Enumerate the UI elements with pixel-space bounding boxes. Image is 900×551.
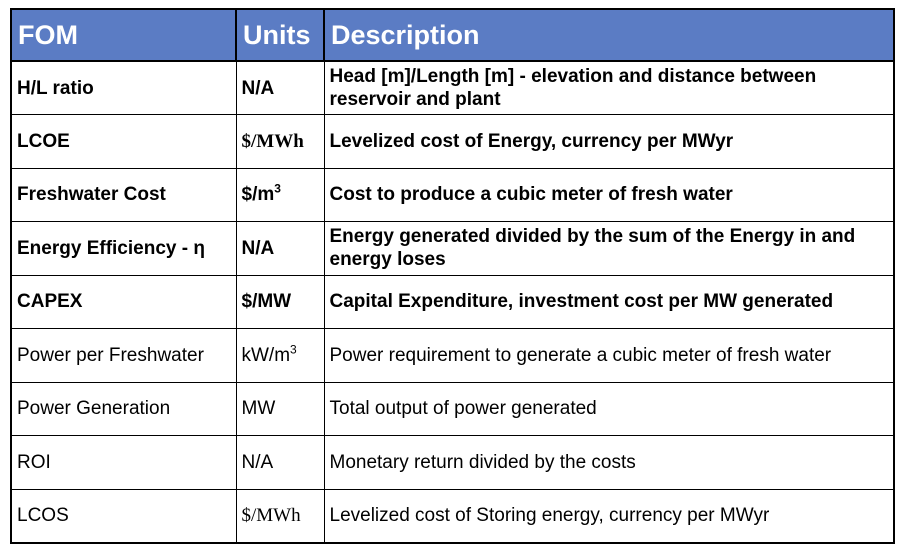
- units-text: kW/m: [241, 344, 291, 366]
- description-cell: Levelized cost of Energy, currency per M…: [323, 114, 895, 169]
- units-text: N/A: [241, 77, 275, 99]
- table-row: LCOE $/MWh Levelized cost of Energy, curre…: [10, 114, 895, 169]
- units-cell: N/A: [235, 221, 325, 276]
- units-text: $/MWh: [241, 505, 301, 526]
- units-cell: N/A: [235, 435, 325, 490]
- fom-cell: CAPEX: [10, 274, 237, 329]
- fom-table-container: FOM Units Description H/L ratio N/A Head […: [10, 8, 895, 544]
- description-cell: Total output of power generated: [323, 381, 895, 436]
- table-row: Power per Freshwater kW/m3 Power requireme…: [10, 328, 895, 383]
- description-cell: Monetary return divided by the costs: [323, 435, 895, 490]
- units-text: N/A: [241, 237, 275, 259]
- units-superscript: 3: [274, 181, 281, 196]
- fom-cell: H/L ratio: [10, 60, 237, 115]
- units-superscript: 3: [290, 342, 297, 357]
- header-description: Description: [323, 8, 895, 62]
- description-cell: Head [m]/Length [m] - elevation and dist…: [323, 60, 895, 115]
- fom-cell: LCOE: [10, 114, 237, 169]
- table-row: Power Generation MW Total output of power …: [10, 381, 895, 436]
- description-cell: Energy generated divided by the sum of t…: [323, 221, 895, 276]
- fom-cell: Energy Efficiency - η: [10, 221, 237, 276]
- units-text: MW: [241, 398, 276, 420]
- fom-cell: ROI: [10, 435, 237, 490]
- description-cell: Cost to produce a cubic meter of fresh w…: [323, 167, 895, 222]
- units-cell: $/MWh: [235, 488, 325, 544]
- header-fom: FOM: [10, 8, 237, 62]
- units-text: N/A: [241, 451, 274, 473]
- fom-table: FOM Units Description H/L ratio N/A Head […: [10, 8, 895, 544]
- units-cell: $/m3: [235, 167, 325, 222]
- description-cell: Capital Expenditure, investment cost per…: [323, 274, 895, 329]
- table-row: CAPEX $/MW Capital Expenditure, investment…: [10, 274, 895, 329]
- description-cell: Power requirement to generate a cubic me…: [323, 328, 895, 383]
- table-row: ROI N/A Monetary return divided by the cos…: [10, 435, 895, 490]
- fom-cell: Power Generation: [10, 381, 237, 436]
- fom-cell: LCOS: [10, 488, 237, 544]
- table-row: Freshwater Cost $/m3 Cost to produce a cub…: [10, 167, 895, 222]
- units-cell: $/MW: [235, 274, 325, 329]
- units-cell: kW/m3: [235, 328, 325, 383]
- units-text: $/m: [241, 184, 275, 206]
- units-cell: MW: [235, 381, 325, 436]
- header-units: Units: [235, 8, 325, 62]
- table-row: H/L ratio N/A Head [m]/Length [m] - elevat…: [10, 60, 895, 115]
- fom-cell: Freshwater Cost: [10, 167, 237, 222]
- units-text: $/MW: [241, 291, 292, 313]
- description-cell: Levelized cost of Storing energy, curren…: [323, 488, 895, 544]
- table-row: LCOS $/MWh Levelized cost of Storing energ…: [10, 488, 895, 544]
- table-header-row: FOM Units Description: [10, 8, 895, 62]
- table-row: Energy Efficiency - η N/A Energy generated…: [10, 221, 895, 276]
- units-cell: $/MWh: [235, 114, 325, 169]
- fom-cell: Power per Freshwater: [10, 328, 237, 383]
- units-text: $/MWh: [241, 130, 304, 152]
- units-cell: N/A: [235, 60, 325, 115]
